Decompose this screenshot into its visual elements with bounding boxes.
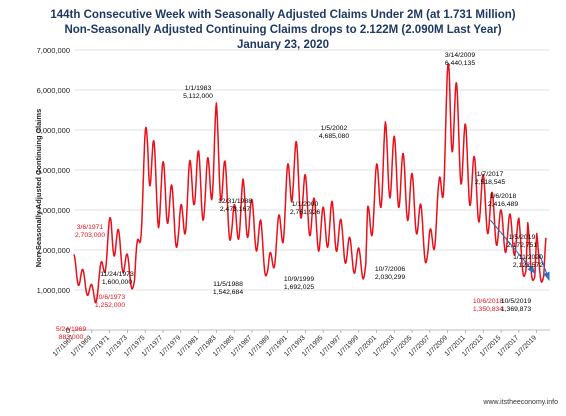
annotation-value: 1,600,000	[102, 279, 132, 286]
annotation-date: 1/5/2019	[509, 234, 536, 241]
annotation-value: 1,692,025	[284, 284, 314, 291]
footer-credit: www.itstheeconomy.info	[482, 399, 558, 406]
annotation-value: 883,000	[59, 334, 84, 341]
y-tick-label: 1,000,000	[37, 286, 70, 295]
annotation-value: 2,761,926	[290, 209, 320, 216]
annotation-value: 1,369,873	[501, 306, 531, 313]
y-tick-label: 0	[66, 326, 70, 335]
annotation-value: 2,518,545	[475, 179, 505, 186]
chart-title-line-2: Non-Seasonally Adjusted Continuing Claim…	[64, 24, 501, 36]
annotation-value: 2,122,572	[513, 262, 543, 269]
grid	[74, 49, 550, 331]
annotation-date: 11/24/1973	[100, 271, 134, 278]
y-axis-ticks: 0 1,000,000 2,000,000 3,000,000 4,000,000 5,0…	[37, 46, 70, 335]
y-tick-label: 6,000,000	[37, 86, 70, 95]
annotation-date: 11/5/1988	[213, 281, 243, 288]
annotation-date: 1/5/2002	[321, 125, 348, 132]
annotation-value: 4,685,080	[319, 133, 349, 140]
annotation-date: 10/5/2019	[501, 298, 531, 305]
annotation-value: 1,542,684	[213, 289, 243, 296]
y-tick-label: 7,000,000	[37, 46, 70, 55]
annotation-value: 1,252,000	[95, 302, 125, 309]
chart-title-line-1: 144th Consecutive Week with Seasonally A…	[50, 9, 515, 21]
y-tick-label: 5,000,000	[37, 126, 70, 135]
series-continuing-claims	[73, 62, 547, 304]
trend-arrow	[489, 219, 536, 275]
annotation-date: 3/14/2009	[445, 52, 475, 59]
annotation-date: 1/7/2017	[477, 171, 504, 178]
annotation-date: 1/1/1983	[185, 85, 212, 92]
y-tick-label: 2,000,000	[37, 246, 70, 255]
x-axis-ticks: 1/7/19671/7/19691/7/19711/7/19731/7/1975…	[52, 330, 538, 358]
annotation-value: 1,350,834	[473, 306, 503, 313]
chart-title: 144th Consecutive Week with Seasonally A…	[50, 9, 515, 51]
y-axis-label: Non-Seasonally Adjusted Continuing Claim…	[34, 109, 43, 268]
annotation-value: 2,172,751	[507, 242, 537, 249]
annotation-value: 2,416,489	[488, 201, 518, 208]
series-line	[73, 62, 547, 304]
annotation-date: 12/31/1988	[218, 198, 252, 205]
annotation-value: 5,112,000	[183, 93, 213, 100]
annotation-value: 2,030,299	[375, 274, 405, 281]
annotation-date: 1/6/2018	[490, 193, 517, 200]
annotation-date: 10/7/2006	[375, 266, 405, 273]
annotation-date: 10/6/2018	[473, 298, 503, 305]
chart-title-line-3: January 23, 2020	[237, 39, 329, 51]
y-tick-label: 3,000,000	[37, 206, 70, 215]
annotation-date: 10/6/1973	[95, 294, 125, 301]
trend-arrow	[538, 253, 550, 282]
annotation-date: 5/24/1969	[56, 326, 86, 333]
annotation-date: 1/1/2000	[292, 201, 319, 208]
annotation-value: 2,703,000	[75, 232, 105, 239]
annotation-value: 2,473,167	[220, 206, 250, 213]
annotation-date: 3/6/1971	[77, 224, 104, 231]
y-tick-label: 4,000,000	[37, 166, 70, 175]
annotation-date: 1/11/2020	[513, 254, 543, 261]
trend-arrows	[489, 219, 550, 282]
annotation-date: 10/9/1999	[284, 276, 314, 283]
annotation-value: 6,440,135	[445, 60, 475, 67]
